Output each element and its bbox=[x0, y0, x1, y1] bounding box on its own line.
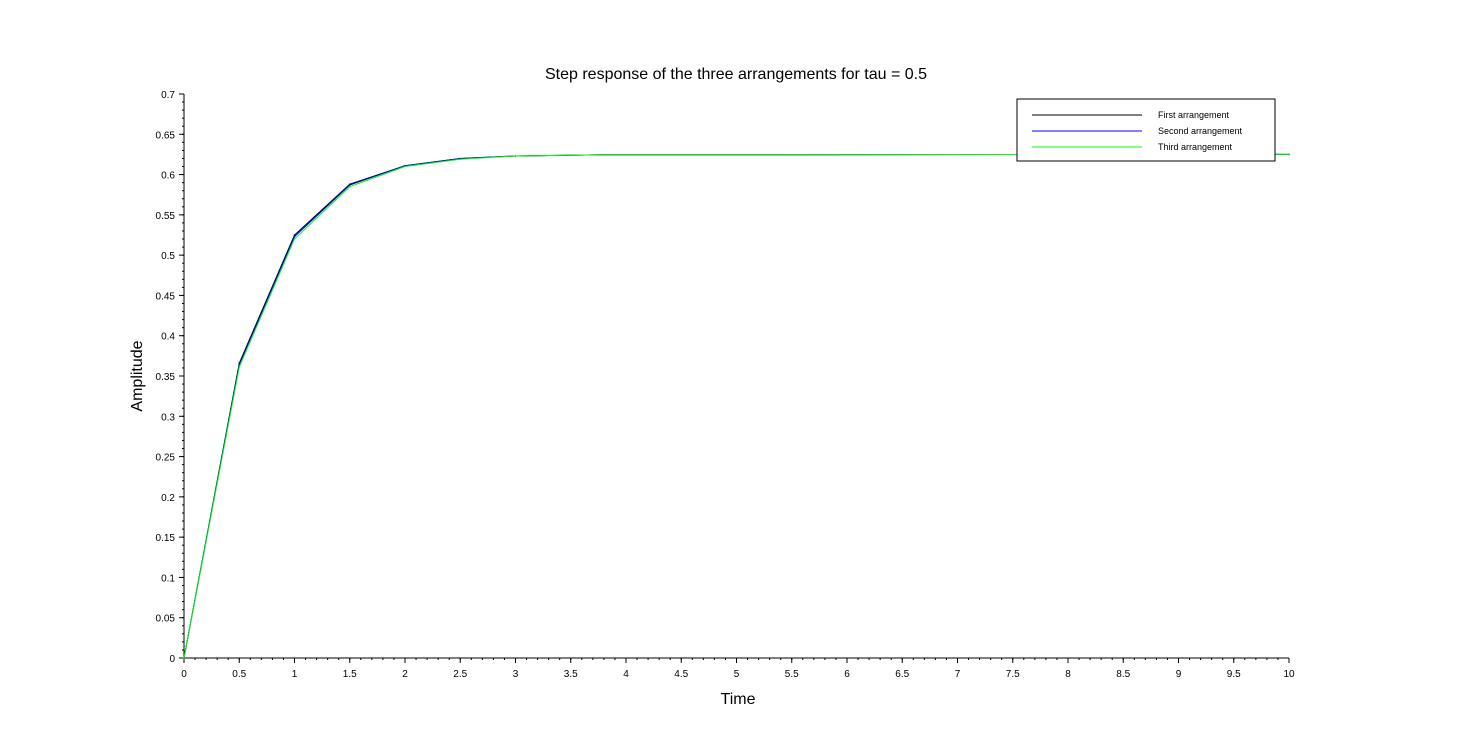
x-tick-label: 3 bbox=[513, 669, 519, 680]
x-tick-label: 10 bbox=[1283, 669, 1295, 680]
y-axis-label: Amplitude bbox=[129, 340, 146, 411]
chart-title: Step response of the three arrangements … bbox=[545, 66, 927, 83]
x-tick-label: 5 bbox=[734, 669, 740, 680]
x-tick-label: 1.5 bbox=[343, 669, 357, 680]
series-line-2 bbox=[183, 153, 1290, 659]
x-tick-label: 2 bbox=[402, 669, 408, 680]
x-ticks: 0 0.5 1 1.5 2 2.5 3 3.5 4 4.5 5 5.5 6 6.5 7 7.5 8 8.5 9 9.5… bbox=[181, 658, 1295, 680]
y-tick-label: 0.15 bbox=[156, 533, 176, 544]
x-tick-label: 4 bbox=[623, 669, 629, 680]
data-point bbox=[1288, 153, 1290, 156]
y-tick-label: 0.5 bbox=[161, 251, 175, 262]
data-point bbox=[404, 165, 406, 168]
legend: First arrangement Second arrangement Third… bbox=[1016, 98, 1276, 162]
x-tick-label: 9.5 bbox=[1227, 669, 1241, 680]
x-tick-label: 6.5 bbox=[895, 669, 909, 680]
data-point bbox=[293, 238, 296, 240]
series-line-3 bbox=[183, 153, 1290, 659]
x-tick-label: 8 bbox=[1065, 669, 1071, 680]
legend-label: Second arrangement bbox=[1158, 126, 1243, 136]
series-line-1 bbox=[183, 153, 1290, 659]
x-tick-label: 2.5 bbox=[453, 669, 467, 680]
y-tick-label: 0.65 bbox=[156, 130, 176, 141]
y-tick-label: 0.55 bbox=[156, 211, 176, 222]
series-group bbox=[183, 153, 1290, 659]
y-tick-label: 0.4 bbox=[161, 332, 175, 343]
y-tick-label: 0.3 bbox=[161, 412, 175, 423]
x-tick-label: 7 bbox=[955, 669, 961, 680]
y-tick-label: 0.1 bbox=[161, 573, 175, 584]
y-tick-label: 0.6 bbox=[161, 171, 175, 182]
minor-ticks bbox=[182, 93, 1290, 660]
data-point bbox=[459, 158, 462, 161]
data-point bbox=[183, 657, 185, 659]
x-axis-label: Time bbox=[721, 691, 756, 708]
y-tick-label: 0.25 bbox=[156, 453, 176, 464]
y-tick-label: 0.7 bbox=[161, 90, 175, 101]
data-point bbox=[293, 235, 296, 238]
data-point bbox=[603, 154, 605, 156]
y-tick-label: 0.45 bbox=[156, 291, 176, 302]
x-tick-label: 8.5 bbox=[1116, 669, 1130, 680]
x-tick-label: 0.5 bbox=[232, 669, 246, 680]
data-point bbox=[514, 155, 517, 157]
y-tick-label: 0 bbox=[169, 654, 175, 665]
axes bbox=[183, 94, 1289, 659]
legend-label: First arrangement bbox=[1158, 110, 1230, 120]
y-tick-label: 0.35 bbox=[156, 372, 176, 383]
y-tick-label: 0.2 bbox=[161, 493, 175, 504]
y-tick-label: 0.05 bbox=[156, 614, 176, 625]
legend-label: Third arrangement bbox=[1158, 142, 1233, 152]
x-tick-label: 9 bbox=[1176, 669, 1182, 680]
legend-box bbox=[1016, 98, 1276, 162]
data-point bbox=[293, 234, 296, 236]
x-tick-label: 4.5 bbox=[674, 669, 688, 680]
y-ticks: 0 0.05 0.1 0.15 0.2 0.25 0.3 0.35 0.4 0.45 0.5 0.55… bbox=[156, 90, 184, 665]
data-point bbox=[349, 185, 351, 188]
x-tick-label: 6 bbox=[844, 669, 850, 680]
data-point bbox=[238, 366, 241, 368]
data-point bbox=[349, 184, 351, 186]
x-tick-label: 0 bbox=[181, 669, 187, 680]
x-tick-label: 5.5 bbox=[785, 669, 799, 680]
x-tick-label: 7.5 bbox=[1006, 669, 1020, 680]
x-tick-label: 3.5 bbox=[564, 669, 578, 680]
x-tick-label: 1 bbox=[292, 669, 298, 680]
